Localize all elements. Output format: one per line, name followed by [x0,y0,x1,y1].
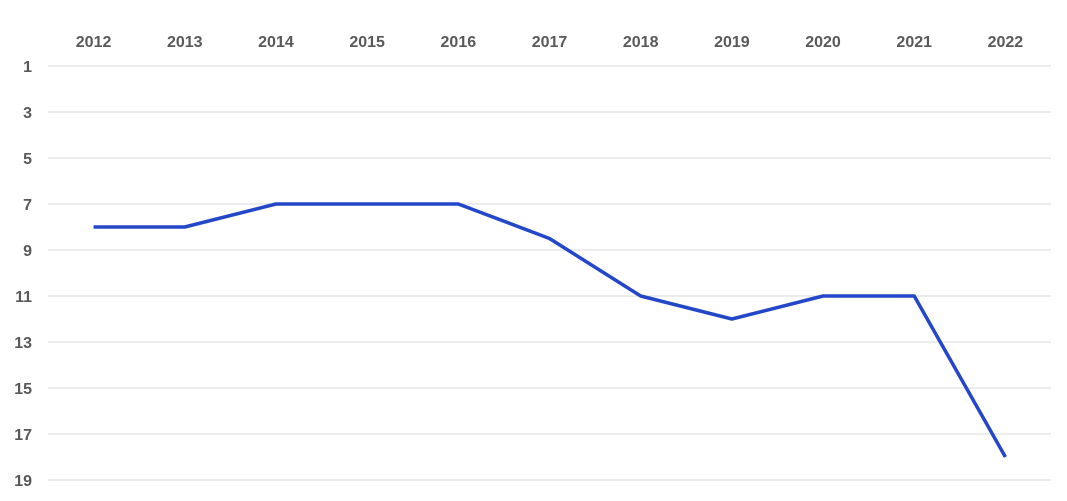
x-tick-label: 2020 [805,34,841,51]
x-tick-label: 2021 [896,34,932,51]
data-line [93,202,1007,458]
x-tick-label: 2019 [714,34,750,51]
x-tick-label: 2012 [76,34,112,51]
y-tick-label: 19 [14,473,32,490]
x-tick-label: 2015 [349,34,385,51]
y-tick-label: 13 [14,335,32,352]
y-tick-label: 9 [23,243,32,260]
x-tick-label: 2017 [532,34,568,51]
y-tick-label: 7 [23,197,32,214]
x-tick-label: 2018 [623,34,659,51]
y-tick-label: 1 [23,59,32,76]
y-tick-label: 3 [23,105,32,122]
x-tick-label: 2013 [167,34,203,51]
y-tick-label: 15 [14,381,32,398]
y-tick-label: 11 [15,289,32,306]
y-tick-label: 5 [23,151,32,168]
x-tick-label: 2022 [988,34,1024,51]
y-tick-label: 17 [14,427,32,444]
x-tick-label: 2016 [441,34,477,51]
x-tick-label: 2014 [258,34,294,51]
